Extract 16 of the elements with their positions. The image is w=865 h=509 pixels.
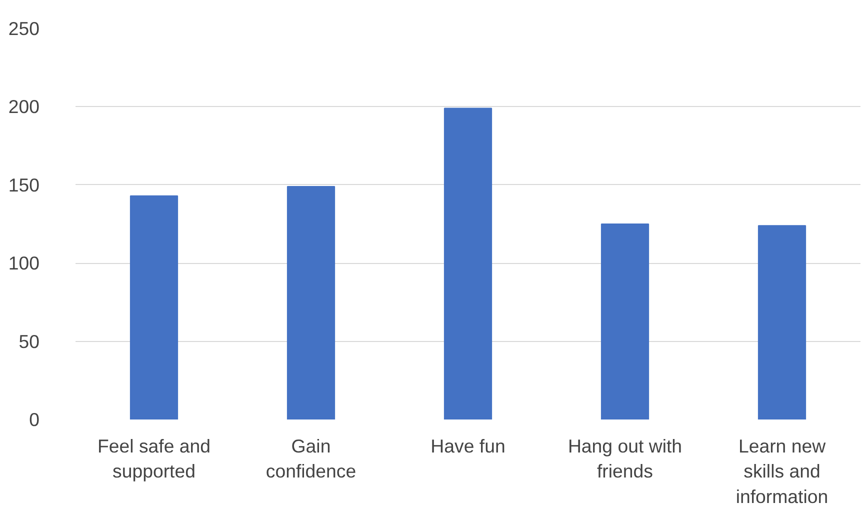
bar [286, 186, 336, 420]
y-tick-label: 0 [29, 409, 40, 430]
y-tick-label: 250 [8, 18, 40, 39]
x-tick-label: Have fun [430, 436, 506, 456]
x-tick-label: Learn new skills and information [736, 436, 828, 507]
x-tick-label: Feel safe and supported [97, 436, 211, 482]
y-tick-label: 150 [8, 174, 40, 196]
bar [444, 108, 492, 420]
y-tick-label: 100 [8, 252, 40, 274]
bar [600, 224, 650, 420]
bar [130, 195, 178, 420]
x-tick-label: Hang out with friends [568, 436, 682, 482]
x-tick-label: Gain confidence [266, 436, 356, 482]
y-tick-label: 200 [8, 96, 40, 118]
y-tick-label: 50 [18, 330, 40, 352]
bar [758, 225, 806, 420]
